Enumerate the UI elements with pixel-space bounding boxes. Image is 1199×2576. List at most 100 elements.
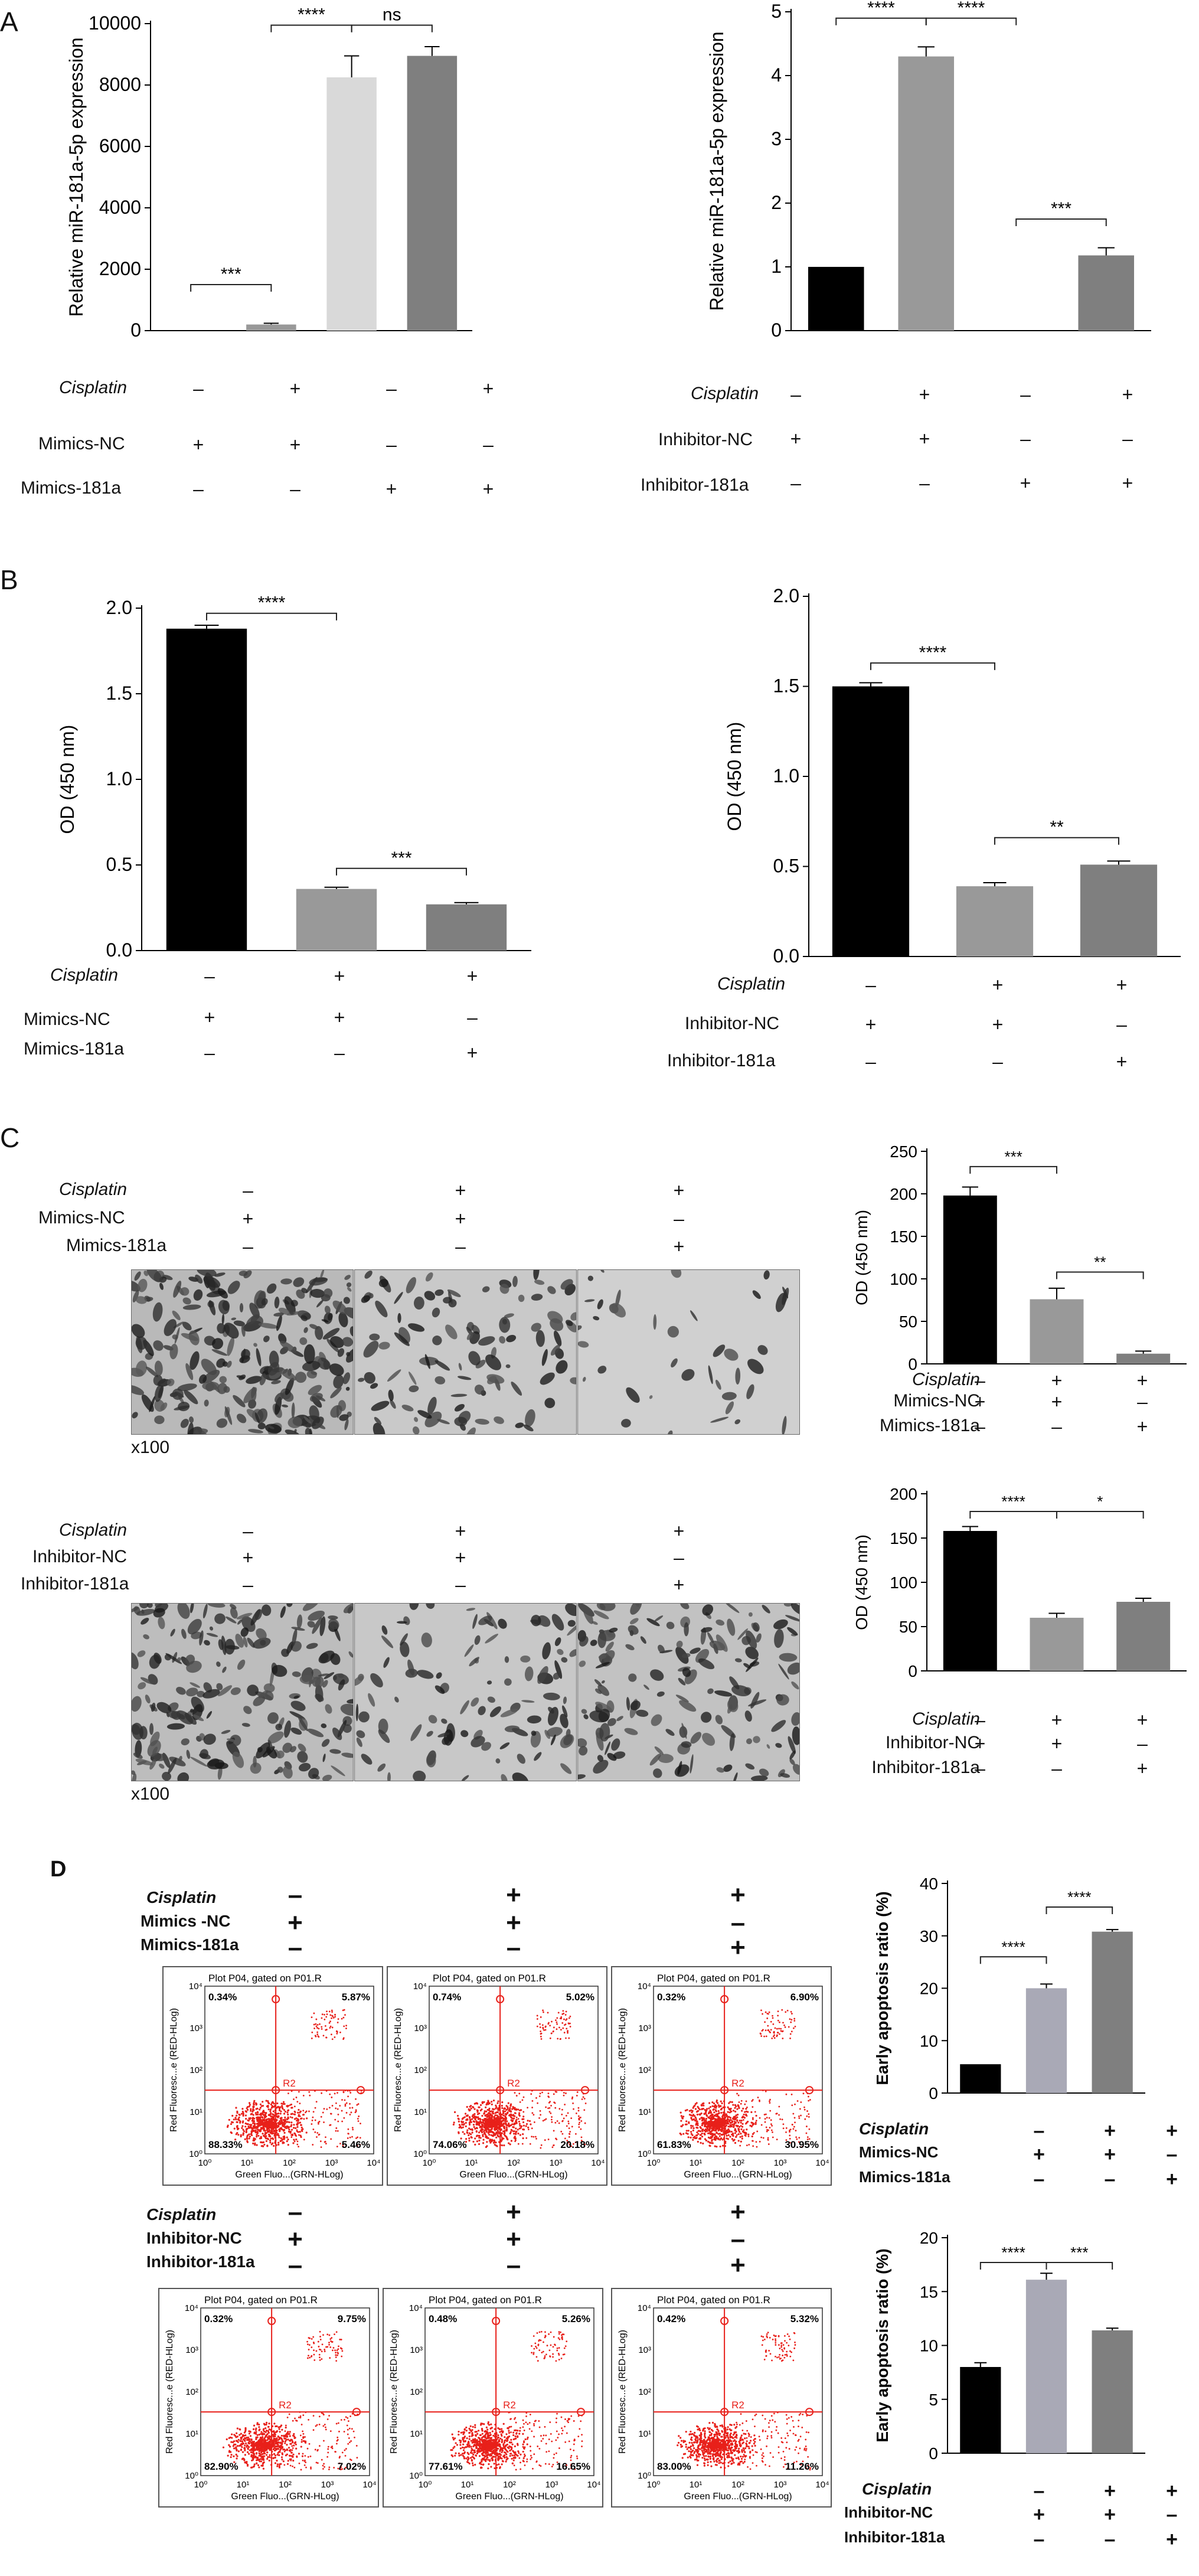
event-dot [802, 2092, 805, 2095]
event-dot [564, 2014, 567, 2016]
cell-blob [750, 1692, 760, 1709]
cell-blob [494, 1416, 504, 1424]
event-dot [505, 2118, 507, 2121]
micrograph-mimics-1 [131, 1269, 354, 1435]
cell-blob [454, 1404, 465, 1412]
cell-blob [361, 1295, 370, 1303]
cell-blob [139, 1604, 149, 1609]
event-dot [337, 2018, 339, 2020]
cell-blob [303, 1327, 308, 1333]
event-dot [773, 2032, 775, 2034]
event-dot [729, 2117, 731, 2119]
event-dot [468, 2140, 471, 2142]
cell-blob [233, 1320, 245, 1327]
event-dot [290, 2134, 293, 2136]
event-dot [287, 2109, 290, 2111]
event-dot [736, 2119, 739, 2121]
significance-bracket [994, 837, 1119, 845]
event-dot [491, 2135, 494, 2137]
y-tick-label: 10 [920, 2032, 938, 2050]
event-dot [299, 2102, 301, 2105]
event-dot [236, 2121, 238, 2123]
event-dot [701, 2124, 703, 2127]
x-tick-label: 10⁰ [647, 2158, 661, 2168]
gate-handle [720, 1995, 729, 2003]
event-dot [339, 2031, 341, 2033]
event-dot [254, 2144, 256, 2146]
event-dot [682, 2133, 685, 2135]
event-dot [250, 2110, 252, 2112]
cell-blob [560, 1279, 573, 1290]
event-dot [501, 2124, 503, 2126]
cell-blob [132, 1696, 142, 1712]
event-dot [277, 2106, 280, 2108]
panel-letter-a: A [0, 6, 18, 37]
significance-label: ** [1094, 1253, 1106, 1271]
gate-handle [496, 2086, 505, 2095]
event-dot [357, 2103, 360, 2105]
cell-blob [598, 1709, 610, 1722]
event-dot [778, 2028, 780, 2030]
cell-blob [338, 1312, 348, 1327]
event-dot [253, 2100, 256, 2102]
cell-blob [330, 1336, 344, 1349]
event-dot [736, 2134, 738, 2136]
event-dot [495, 2131, 498, 2134]
event-dot [730, 2130, 733, 2133]
event-dot [756, 2146, 758, 2148]
label-mimics-181a-b1: Mimics-181a [24, 1039, 125, 1059]
cell-blob [347, 1287, 352, 1292]
cell-blob [499, 1336, 506, 1344]
event-dot [525, 2123, 528, 2126]
y-tick-label: 2 [771, 192, 782, 213]
event-dot [768, 2117, 770, 2119]
event-dot [767, 2129, 769, 2131]
cell-blob [714, 1690, 733, 1697]
significance-bracket [336, 867, 467, 876]
cell-blob [212, 1338, 224, 1350]
event-dot [465, 2125, 467, 2127]
event-dot [550, 2112, 552, 2114]
cell-blob [562, 1705, 568, 1718]
event-dot [281, 2106, 283, 2108]
x-tick-label: 10¹ [241, 2158, 254, 2168]
event-dot [495, 2133, 497, 2135]
event-dot [575, 2112, 577, 2114]
event-dot [283, 2138, 285, 2140]
event-dot [714, 2135, 717, 2137]
cell-blob [246, 1314, 259, 1325]
event-dot [695, 2134, 698, 2137]
quadrant-ul-value: 0.34% [208, 1991, 237, 2003]
event-dot [542, 2120, 544, 2122]
cell-blob [671, 1270, 682, 1278]
event-dot [235, 2114, 238, 2117]
event-dot [518, 2123, 521, 2125]
event-dot [573, 2108, 574, 2110]
cell-blob [361, 1754, 373, 1765]
event-dot [247, 2120, 250, 2122]
cell-blob [214, 1613, 226, 1624]
cell-blob [426, 1754, 436, 1768]
event-dot [569, 2022, 571, 2025]
event-dot [776, 2035, 778, 2038]
event-dot [325, 2136, 326, 2138]
cell-blob [778, 1663, 789, 1680]
event-dot [276, 2465, 279, 2467]
cell-blob [309, 1393, 323, 1402]
event-dot [485, 2121, 487, 2123]
event-dot [309, 2094, 311, 2097]
cell-blob [791, 1712, 799, 1726]
cell-blob [681, 1369, 695, 1381]
cell-blob [791, 1681, 799, 1690]
cell-blob [471, 1736, 485, 1748]
event-dot [531, 2136, 533, 2138]
event-dot [282, 2121, 284, 2124]
event-dot [230, 2123, 233, 2126]
event-dot [276, 2134, 279, 2136]
cell-blob [607, 1752, 617, 1761]
cell-blob [792, 1726, 799, 1745]
event-dot [505, 2126, 508, 2128]
significance-bracket [190, 284, 272, 292]
event-dot [267, 2133, 270, 2136]
event-dot [241, 2121, 244, 2124]
